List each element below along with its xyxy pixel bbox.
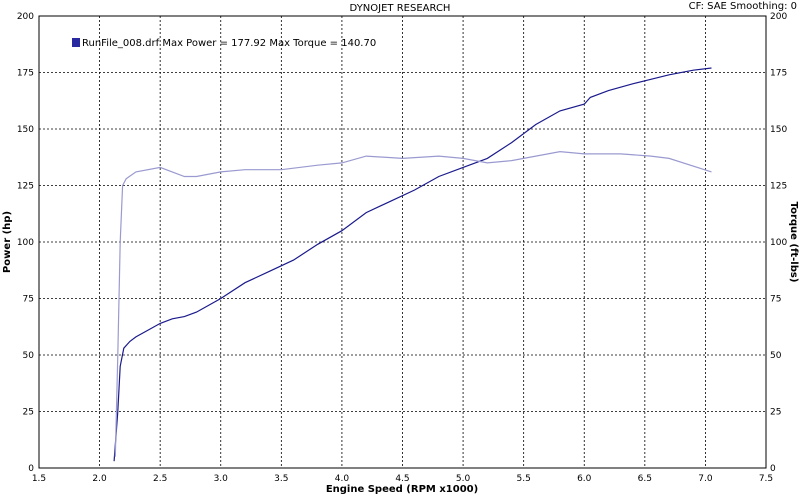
y2-tick-label: 75: [770, 295, 781, 305]
cf-info: CF: SAE Smoothing: 0: [689, 1, 797, 12]
x-tick-label: 3.0: [214, 474, 229, 484]
series-line-power: [113, 67, 712, 462]
y-tick-label: 150: [17, 125, 34, 135]
y-tick-label: 100: [17, 238, 34, 248]
x-axis-label: Engine Speed (RPM x1000): [326, 484, 478, 494]
x-tick-label: 1.5: [32, 474, 46, 484]
y2-tick-label: 0: [770, 464, 776, 474]
y-tick-labels: 0 25 50 75 100 125 150 175 200: [17, 12, 34, 474]
x-tick-label: 4.5: [395, 474, 409, 484]
y-tick-label: 0: [28, 464, 34, 474]
y-tick-label: 75: [23, 295, 34, 305]
y2-tick-label: 150: [770, 125, 787, 135]
x-tick-label: 2.0: [92, 474, 107, 484]
plot-frame: [38, 15, 767, 469]
x-tick-label: 4.0: [335, 474, 350, 484]
y2-tick-label: 100: [770, 238, 787, 248]
x-tick-label: 3.5: [274, 474, 288, 484]
grid: [39, 16, 766, 468]
x-tick-label: 2.5: [153, 474, 167, 484]
x-tick-label: 6.5: [638, 474, 652, 484]
y-tick-label: 50: [23, 351, 35, 361]
y2-tick-label: 125: [770, 182, 787, 192]
legend-entry: RunFile_008.drf Max Power = 177.92 Max T…: [82, 38, 376, 49]
y2-tick-label: 50: [770, 351, 782, 361]
y2-tick-label: 25: [770, 408, 781, 418]
x-tick-label: 7.5: [759, 474, 773, 484]
series-line-torque: [114, 150, 712, 457]
series-group: [113, 67, 712, 462]
y2-tick-label: 200: [770, 12, 787, 22]
legend-swatch: [72, 38, 80, 47]
y-axis-label: Power (hp): [2, 211, 13, 273]
x-tick-label: 5.5: [517, 474, 531, 484]
y-tick-label: 25: [23, 408, 34, 418]
y-tick-label: 175: [17, 69, 34, 79]
y2-tick-label: 175: [770, 69, 787, 79]
x-tick-label: 6.0: [577, 474, 592, 484]
y2-axis-label: Torque (ft-lbs): [788, 202, 799, 283]
x-tick-label: 5.0: [456, 474, 471, 484]
y-tick-label: 200: [17, 12, 34, 22]
y2-tick-labels: 0 25 50 75 100 125 150 175 200: [770, 12, 787, 474]
x-tick-labels: 1.5 2.0 2.5 3.0 3.5 4.0 4.5 5.0 5.5 6.0 6.5 7.0 7.5: [32, 474, 773, 484]
y-tick-label: 125: [17, 182, 34, 192]
x-tick-label: 7.0: [698, 474, 713, 484]
chart-title: DYNOJET RESEARCH: [350, 3, 451, 14]
